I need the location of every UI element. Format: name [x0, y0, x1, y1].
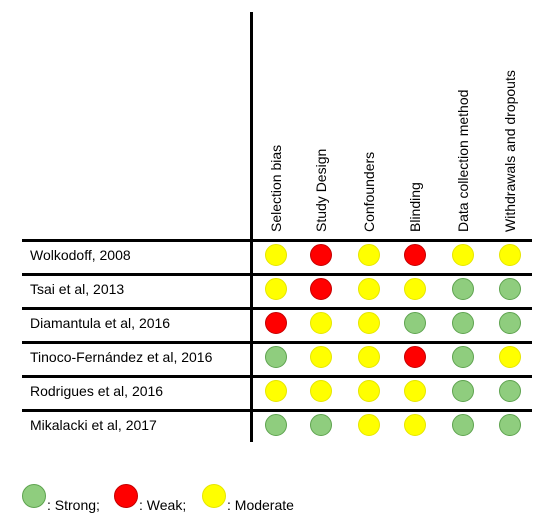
rating-dot-moderate — [265, 244, 287, 266]
rating-dot-weak — [310, 244, 332, 266]
rating-dot-strong — [452, 414, 474, 436]
rating-dot-moderate — [310, 380, 332, 402]
column-header-4: Data collection method — [455, 89, 471, 232]
rating-dot-strong — [265, 346, 287, 368]
rating-dot-moderate — [358, 414, 380, 436]
row-separator — [22, 307, 532, 310]
rating-dot-moderate — [499, 244, 521, 266]
rating-dot-strong — [265, 414, 287, 436]
row-label: Tsai et al, 2013 — [30, 281, 125, 297]
column-header-3: Blinding — [407, 182, 423, 232]
rating-dot-weak — [404, 346, 426, 368]
rating-dot-strong — [452, 278, 474, 300]
rating-dot-moderate — [310, 312, 332, 334]
vertical-divider — [250, 12, 253, 442]
rating-dot-strong — [452, 346, 474, 368]
row-label: Wolkodoff, 2008 — [30, 247, 131, 263]
rating-dot-weak — [404, 244, 426, 266]
rating-dot-strong — [404, 312, 426, 334]
rating-dot-moderate — [404, 278, 426, 300]
rating-dot-strong — [452, 312, 474, 334]
rating-dot-moderate — [404, 414, 426, 436]
rating-dot-moderate — [358, 312, 380, 334]
rating-dot-strong — [452, 380, 474, 402]
rating-dot-moderate — [404, 380, 426, 402]
rating-dot-strong — [310, 414, 332, 436]
rating-dot-moderate — [452, 244, 474, 266]
row-label: Tinoco-Fernández et al, 2016 — [30, 349, 213, 365]
row-separator — [22, 375, 532, 378]
column-header-5: Withdrawals and dropouts — [502, 70, 518, 232]
row-label: Diamantula et al, 2016 — [30, 315, 171, 331]
moderate-dot-icon — [202, 484, 226, 508]
row-separator — [22, 409, 532, 412]
column-header-1: Study Design — [313, 148, 329, 232]
row-separator — [22, 273, 532, 276]
rating-dot-moderate — [358, 346, 380, 368]
rating-dot-weak — [310, 278, 332, 300]
rating-dot-moderate — [265, 278, 287, 300]
rating-dot-moderate — [310, 346, 332, 368]
legend-label-weak: : Weak; — [139, 497, 187, 513]
rating-dot-weak — [265, 312, 287, 334]
rating-dot-moderate — [499, 346, 521, 368]
row-separator — [22, 239, 532, 242]
row-label: Rodrigues et al, 2016 — [30, 383, 164, 399]
column-header-0: Selection bias — [268, 144, 284, 232]
weak-dot-icon — [114, 484, 138, 508]
column-header-2: Confounders — [361, 151, 377, 232]
rating-dot-strong — [499, 380, 521, 402]
rating-dot-moderate — [265, 380, 287, 402]
legend-label-moderate: : Moderate — [227, 497, 294, 513]
legend-label-strong: : Strong; — [47, 497, 100, 513]
rating-dot-moderate — [358, 278, 380, 300]
rating-dot-strong — [499, 414, 521, 436]
row-separator — [22, 341, 532, 344]
rating-dot-strong — [499, 312, 521, 334]
strong-dot-icon — [22, 484, 46, 508]
rating-dot-moderate — [358, 244, 380, 266]
row-label: Mikalacki et al, 2017 — [30, 417, 157, 433]
rating-dot-moderate — [358, 380, 380, 402]
rating-dot-strong — [499, 278, 521, 300]
